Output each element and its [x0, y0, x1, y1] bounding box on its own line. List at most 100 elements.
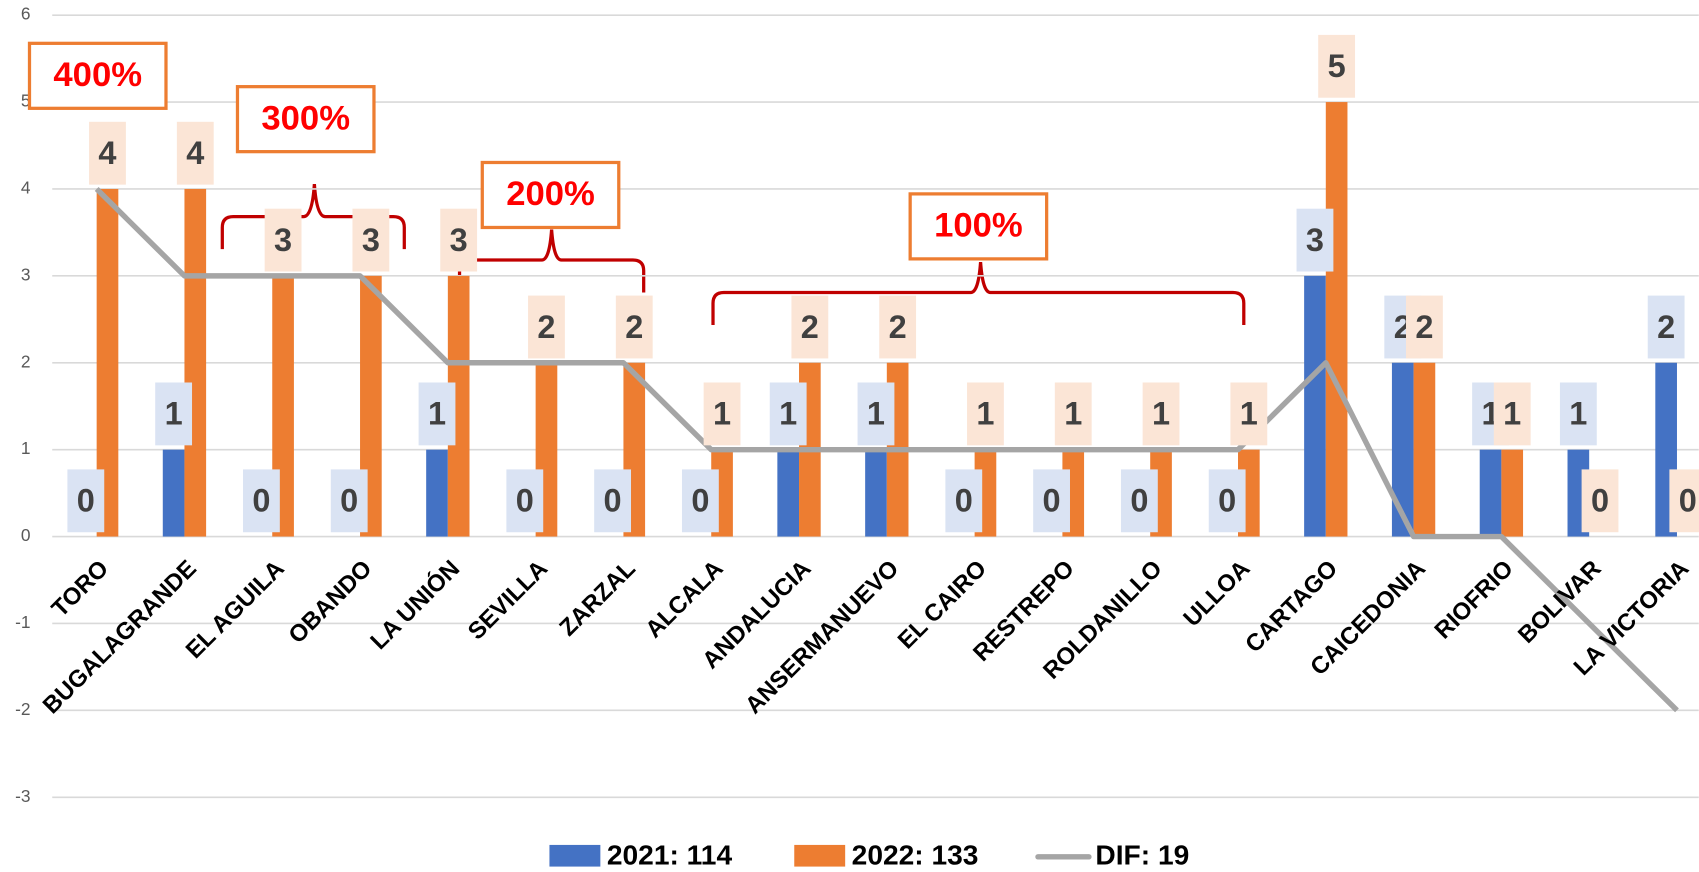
- data-label: 2: [537, 309, 555, 345]
- data-label-box: [67, 469, 105, 533]
- annotation: 400%: [53, 56, 142, 94]
- data-label-box: [1033, 469, 1070, 533]
- annotation: 300%: [261, 99, 350, 137]
- data-label: 1: [1152, 396, 1170, 432]
- y-tick-label: -2: [15, 699, 30, 719]
- data-label: 0: [252, 483, 270, 519]
- data-label-box: [89, 121, 126, 185]
- y-tick-label: -1: [15, 612, 30, 632]
- data-label: 0: [516, 483, 534, 519]
- data-label-box: [945, 469, 983, 533]
- x-tick-label: RIOFRIO: [1429, 555, 1518, 644]
- data-label: 3: [1306, 222, 1324, 258]
- data-label: 0: [604, 483, 622, 519]
- bar: [865, 449, 887, 537]
- data-label-box: [440, 208, 478, 272]
- data-label-box: [681, 469, 719, 533]
- bar: [1501, 449, 1524, 537]
- data-label-box: [1054, 382, 1092, 446]
- data-label-box: [352, 208, 390, 272]
- data-label-box: [1208, 469, 1246, 533]
- bar: [777, 449, 800, 537]
- data-label-box: [857, 382, 895, 446]
- x-tick-label: LA UNIÓN: [365, 554, 466, 655]
- data-label-box: [1669, 469, 1699, 533]
- data-label: 0: [1043, 483, 1061, 519]
- data-label-box: [1318, 34, 1356, 98]
- annotation-box: [908, 192, 1049, 261]
- data-label: 0: [1679, 483, 1697, 519]
- data-label-box: [879, 295, 917, 359]
- data-label: 1: [1503, 396, 1521, 432]
- data-label-box: [1559, 382, 1597, 446]
- data-label-box: [1493, 382, 1531, 446]
- data-label-box: [594, 469, 632, 533]
- bar: [96, 188, 119, 537]
- data-label-box: [1296, 208, 1334, 272]
- data-label: 1: [779, 396, 797, 432]
- data-label: 2: [625, 309, 643, 345]
- data-label: 0: [77, 483, 95, 519]
- data-label: 1: [1064, 396, 1082, 432]
- annotation: 200%: [506, 175, 595, 213]
- y-tick-label: 5: [21, 91, 31, 111]
- data-label-box: [528, 295, 565, 359]
- x-tick-label: BOLIVAR: [1513, 555, 1607, 649]
- data-label-box: [967, 382, 1004, 446]
- x-tick-label: OBANDO: [283, 555, 377, 649]
- data-label: 0: [1130, 483, 1148, 519]
- data-label: 1: [1569, 396, 1587, 432]
- annotation-box: [235, 85, 376, 154]
- x-tick-label: ALCALA: [640, 555, 728, 643]
- data-label-box: [1142, 382, 1180, 446]
- data-label: 1: [165, 396, 183, 432]
- x-tick-label: ULLOA: [1178, 555, 1255, 632]
- y-tick-label: 1: [21, 438, 31, 458]
- data-label-box: [791, 295, 829, 359]
- annotation: 100%: [934, 207, 1023, 245]
- data-label-box: [155, 382, 193, 446]
- legend-label: 2021: 114: [607, 839, 733, 870]
- data-label-box: [1647, 295, 1685, 359]
- data-label: 5: [1328, 48, 1346, 84]
- bar: [1479, 449, 1502, 537]
- bar: [447, 275, 470, 537]
- x-tick-label: ANSERMANUEVO: [740, 555, 904, 719]
- data-label: 3: [362, 222, 380, 258]
- bar: [1413, 362, 1436, 537]
- data-label-box: [176, 121, 214, 185]
- y-tick-label: 2: [21, 351, 31, 371]
- data-label-box: [769, 382, 807, 446]
- data-label-box: [506, 469, 544, 533]
- data-label-box: [703, 382, 741, 446]
- data-label-box: [242, 469, 280, 533]
- data-label-box: [264, 208, 302, 272]
- data-label: 2: [801, 309, 819, 345]
- data-label: 4: [98, 135, 116, 171]
- data-label: 3: [274, 222, 292, 258]
- bar: [1304, 275, 1326, 537]
- bracket: [220, 184, 406, 250]
- data-label-box: [418, 382, 456, 446]
- bar: [1325, 102, 1348, 537]
- data-label: 1: [867, 396, 885, 432]
- data-label-box: [1230, 382, 1268, 446]
- y-tick-label: 3: [21, 264, 31, 284]
- y-tick-label: -3: [15, 786, 30, 806]
- data-label: 2: [889, 309, 907, 345]
- data-label: 0: [1218, 483, 1236, 519]
- data-label-box: [330, 469, 368, 533]
- x-tick-label: TORO: [47, 555, 114, 622]
- legend-label: 2022: 133: [852, 839, 979, 870]
- data-label: 1: [713, 396, 731, 432]
- data-label-box: [1581, 469, 1619, 533]
- data-label: 0: [955, 483, 973, 519]
- bar: [426, 449, 448, 537]
- data-label: 1: [976, 396, 994, 432]
- data-label-box: [1120, 469, 1158, 533]
- x-tick-label: BUGALAGRANDE: [38, 555, 202, 719]
- data-label-box: [615, 295, 653, 359]
- line: [94, 187, 1679, 713]
- y-tick-label: 6: [21, 4, 31, 24]
